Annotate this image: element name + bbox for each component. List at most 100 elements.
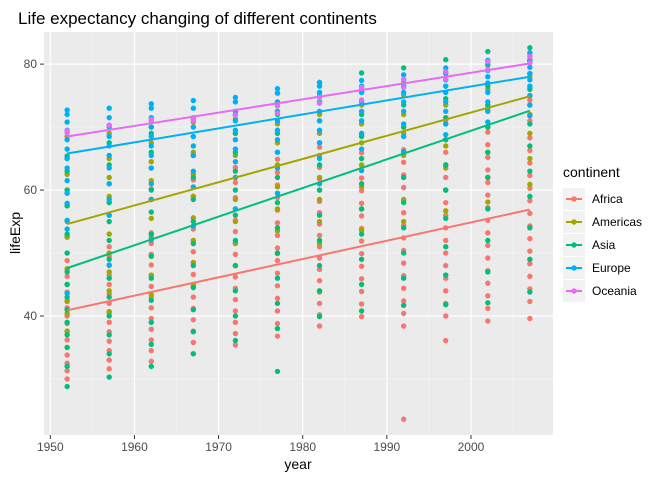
- point-asia: [527, 225, 533, 231]
- point-asia: [274, 325, 281, 332]
- point-africa: [106, 338, 112, 344]
- point-asia: [148, 253, 154, 259]
- point-europe: [64, 200, 70, 206]
- point-europe: [527, 83, 533, 89]
- point-asia: [190, 329, 197, 335]
- point-americas: [64, 310, 70, 317]
- point-asia: [443, 301, 449, 308]
- point-asia: [190, 218, 197, 225]
- point-europe: [232, 99, 239, 105]
- point-africa: [274, 270, 281, 276]
- point-africa: [400, 310, 407, 317]
- point-africa: [485, 255, 491, 261]
- point-asia: [148, 341, 154, 348]
- point-oceania: [485, 58, 491, 65]
- point-africa: [443, 288, 449, 294]
- legend-dot-oceania: [571, 288, 577, 294]
- point-africa: [232, 274, 239, 280]
- point-asia: [232, 168, 239, 174]
- point-oceania: [106, 122, 112, 128]
- point-africa: [527, 198, 533, 204]
- point-oceania: [358, 97, 365, 103]
- point-asia: [527, 289, 533, 295]
- trend-line-africa: [66, 208, 531, 312]
- point-asia: [64, 231, 70, 237]
- point-europe: [443, 99, 449, 105]
- point-europe: [274, 85, 281, 92]
- point-asia: [64, 332, 70, 338]
- point-asia: [148, 297, 154, 303]
- point-asia: [64, 269, 70, 275]
- point-americas: [106, 174, 112, 181]
- legend-title: continent: [563, 164, 620, 180]
- point-americas: [443, 143, 449, 149]
- point-europe: [485, 108, 491, 115]
- point-africa: [400, 159, 407, 166]
- point-americas: [316, 196, 323, 203]
- point-africa: [232, 251, 239, 257]
- point-europe: [232, 118, 239, 124]
- point-africa: [274, 308, 281, 314]
- point-europe: [400, 89, 407, 96]
- point-africa: [358, 263, 365, 269]
- point-africa: [400, 416, 407, 422]
- point-europe: [400, 99, 407, 105]
- point-europe: [190, 133, 197, 140]
- point-africa: [316, 300, 323, 307]
- point-asia: [485, 149, 491, 155]
- point-asia: [358, 256, 365, 263]
- point-asia: [106, 256, 112, 263]
- point-asia: [443, 187, 449, 193]
- point-americas: [274, 206, 281, 212]
- point-asia: [527, 45, 533, 51]
- point-africa: [527, 160, 533, 166]
- point-americas: [400, 218, 407, 225]
- point-asia: [443, 57, 449, 63]
- point-europe: [274, 136, 281, 143]
- point-europe: [106, 165, 112, 171]
- point-africa: [316, 255, 323, 261]
- point-africa: [190, 317, 197, 323]
- point-europe: [358, 146, 365, 152]
- point-europe: [232, 94, 239, 101]
- point-americas: [148, 215, 154, 222]
- point-africa: [148, 283, 154, 290]
- point-africa: [316, 323, 323, 329]
- point-americas: [274, 184, 281, 190]
- point-europe: [400, 133, 407, 140]
- point-africa: [400, 260, 407, 266]
- point-africa: [485, 293, 491, 299]
- x-tick-label-1950: 1950: [37, 440, 64, 454]
- point-asia: [527, 256, 533, 263]
- x-axis-title: year: [284, 456, 312, 472]
- point-africa: [316, 278, 323, 284]
- point-asia: [316, 237, 323, 244]
- point-asia: [64, 344, 70, 351]
- point-africa: [485, 167, 491, 173]
- point-africa: [527, 185, 533, 191]
- point-africa: [358, 276, 365, 282]
- point-europe: [527, 64, 533, 70]
- point-africa: [527, 147, 533, 154]
- point-europe: [274, 149, 281, 155]
- point-africa: [148, 315, 154, 322]
- point-asia: [358, 181, 365, 187]
- point-africa: [527, 298, 533, 305]
- point-africa: [190, 249, 197, 255]
- point-europe: [527, 50, 533, 56]
- point-europe: [64, 190, 70, 196]
- point-europe: [232, 146, 239, 152]
- point-africa: [527, 235, 533, 242]
- point-asia: [527, 143, 533, 149]
- point-africa: [148, 326, 154, 332]
- point-americas: [527, 181, 533, 188]
- point-europe: [232, 159, 239, 165]
- legend-dot-africa: [571, 196, 577, 202]
- point-africa: [485, 179, 491, 186]
- point-europe: [527, 77, 533, 83]
- point-europe: [190, 97, 197, 104]
- point-africa: [64, 376, 70, 382]
- point-africa: [148, 358, 154, 365]
- point-africa: [106, 281, 112, 288]
- point-europe: [64, 155, 70, 162]
